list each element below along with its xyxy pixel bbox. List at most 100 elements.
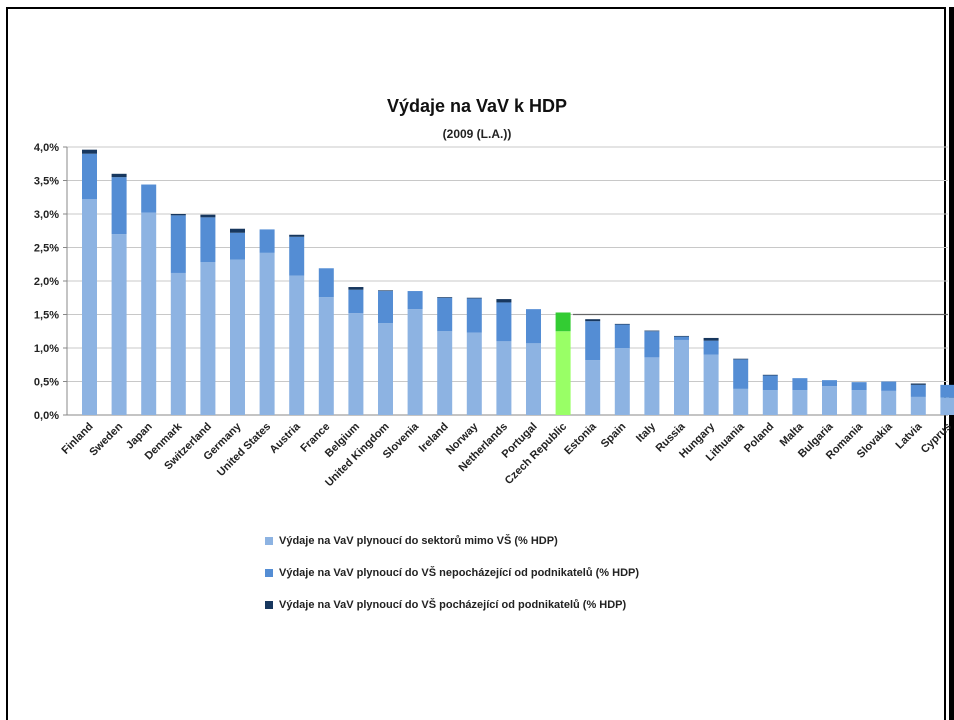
slide-right-edge [949, 7, 954, 720]
bar-austria-series-3 [289, 234, 305, 237]
y-tick-label: 0,5% [34, 377, 59, 389]
bar-latvia-series-3 [910, 383, 926, 385]
bar-austria-series-1 [289, 275, 305, 415]
bar-portugal-series-2 [526, 309, 541, 344]
bar-finland-series-2 [82, 153, 97, 200]
bar-belgium-series-3 [348, 287, 364, 290]
legend-swatch-mimo-vs [265, 537, 273, 545]
bar-lithuania-series-2 [733, 359, 749, 389]
bar-united-kingdom-series-1 [378, 323, 393, 415]
bar-poland-series-2 [762, 375, 778, 391]
chart-title: Výdaje na VaV k HDP [386, 96, 568, 116]
bar-russia-series-3 [674, 335, 689, 337]
bar-slovenia-series-2 [407, 291, 423, 310]
x-tick-label: Estonia [562, 420, 599, 457]
bar-bulgaria-series-2 [822, 380, 837, 387]
legend-label-vs-podnikatele: Výdaje na VaV plynoucí do VŠ pocházející… [279, 599, 627, 611]
bar-romania-series-2 [851, 382, 867, 391]
bar-lithuania-series-1 [733, 388, 749, 415]
bar-czech-republic-series-3 [555, 312, 571, 332]
bar-finland-series-3 [82, 149, 97, 154]
bar-germany-series-3 [230, 228, 245, 233]
bar-italy-series-3 [644, 330, 660, 332]
stacked-bar-chart: 0,0%0,5%1,0%1,5%2,0%2,5%3,0%3,5%4,0%Finl… [34, 142, 954, 489]
bar-ireland-series-1 [437, 331, 453, 415]
bar-sweden-series-1 [111, 234, 127, 415]
y-tick-label: 3,0% [34, 209, 59, 221]
bar-belgium-series-1 [348, 313, 364, 415]
legend-swatch-vs-nepodnikatele [265, 569, 273, 577]
bar-bulgaria-series-1 [822, 386, 837, 415]
bar-latvia-series-1 [910, 396, 926, 415]
bar-cyprus-series-1 [940, 397, 954, 415]
bar-estonia-series-3 [585, 319, 601, 322]
bar-denmark-series-1 [170, 272, 186, 415]
bar-spain-series-1 [614, 348, 630, 415]
y-tick-label: 3,5% [34, 176, 59, 188]
bar-norway-series-3 [466, 297, 482, 299]
bar-poland-series-3 [762, 374, 778, 376]
bar-ireland-series-3 [437, 297, 453, 298]
bar-japan-series-2 [141, 184, 157, 213]
bar-portugal-series-1 [526, 343, 541, 415]
bar-estonia-series-2 [585, 321, 601, 361]
legend-item-vs-nepodnikatele: Výdaje na VaV plynoucí do VŠ nepocházejí… [265, 562, 639, 584]
bar-united-states-series-1 [259, 252, 275, 415]
bar-united-kingdom-series-3 [378, 290, 393, 292]
x-tick-label: Austria [268, 420, 304, 456]
bar-romania-series-1 [851, 390, 867, 415]
bar-austria-series-2 [289, 236, 305, 276]
bar-poland-series-1 [762, 390, 778, 415]
x-tick-label: Sweden [87, 420, 125, 458]
legend-item-mimo-vs: Výdaje na VaV plynoucí do sektorů mimo V… [265, 530, 639, 552]
y-tick-label: 2,0% [34, 276, 59, 288]
y-tick-label: 2,5% [34, 243, 59, 255]
legend-item-vs-podnikatele: Výdaje na VaV plynoucí do VŠ pocházející… [265, 594, 639, 616]
x-tick-label: Cyprus [919, 421, 954, 456]
y-tick-label: 1,5% [34, 310, 59, 322]
legend: Výdaje na VaV plynoucí do sektorů mimo V… [265, 530, 639, 626]
bar-netherlands-series-2 [496, 302, 512, 342]
y-tick-label: 0,0% [34, 410, 59, 422]
bar-estonia-series-1 [585, 360, 601, 415]
chart-subtitle: (2009 (L.A.)) [442, 127, 512, 141]
bar-italy-series-1 [644, 357, 660, 415]
bar-switzerland-series-3 [200, 214, 216, 218]
bar-hungary-series-3 [703, 337, 719, 341]
bar-switzerland-series-2 [200, 217, 216, 263]
y-tick-label: 4,0% [34, 142, 59, 154]
x-tick-label: Spain [599, 420, 629, 450]
bar-sweden-series-3 [111, 173, 127, 178]
legend-label-mimo-vs: Výdaje na VaV plynoucí do sektorů mimo V… [279, 535, 558, 547]
bar-slovakia-series-1 [881, 390, 897, 415]
bar-slovenia-series-1 [407, 309, 423, 415]
x-tick-label: United States [215, 421, 273, 479]
bar-malta-series-1 [792, 390, 808, 415]
bar-germany-series-1 [230, 259, 245, 415]
bar-russia-series-2 [674, 336, 689, 340]
bar-netherlands-series-1 [496, 341, 512, 415]
bar-sweden-series-2 [111, 177, 127, 235]
bar-latvia-series-2 [910, 384, 926, 397]
bar-france-series-2 [318, 268, 334, 298]
bar-czech-republic-series-1 [555, 331, 571, 415]
bar-france-series-1 [318, 297, 334, 415]
bar-denmark-series-2 [170, 215, 186, 273]
bar-norway-series-1 [466, 332, 482, 415]
bar-russia-series-1 [674, 339, 689, 415]
bar-denmark-series-3 [170, 214, 186, 216]
bar-hungary-series-2 [703, 340, 719, 355]
bar-spain-series-3 [614, 323, 630, 325]
bar-italy-series-2 [644, 331, 660, 358]
bar-norway-series-2 [466, 298, 482, 333]
bar-hungary-series-1 [703, 354, 719, 415]
bar-netherlands-series-3 [496, 299, 512, 303]
bar-slovakia-series-2 [881, 381, 897, 391]
y-tick-label: 1,0% [34, 343, 59, 355]
legend-label-vs-nepodnikatele: Výdaje na VaV plynoucí do VŠ nepocházejí… [279, 567, 640, 579]
bar-germany-series-2 [230, 232, 245, 260]
bar-spain-series-2 [614, 324, 630, 348]
bar-malta-series-2 [792, 378, 808, 391]
bar-finland-series-1 [82, 199, 97, 415]
x-tick-label: Poland [742, 421, 776, 455]
